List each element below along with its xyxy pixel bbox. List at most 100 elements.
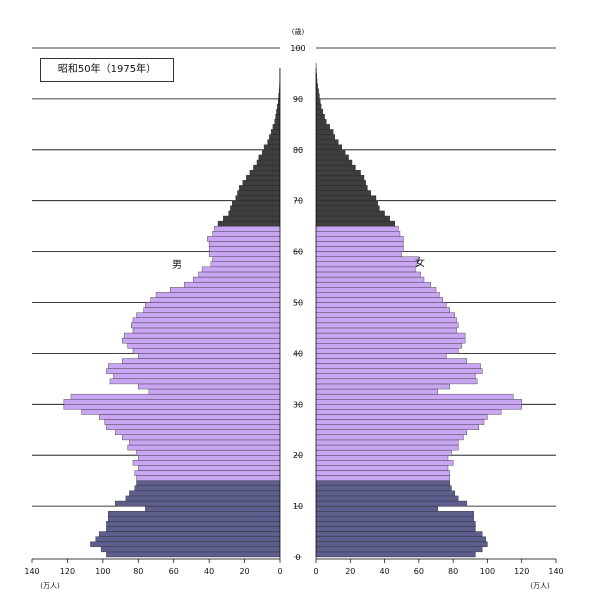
- male-bar-age-34: [110, 379, 280, 384]
- female-bar-age-66: [316, 216, 390, 221]
- female-bar-age-28: [316, 409, 501, 414]
- age-tick-label-40: 40: [293, 349, 303, 358]
- female-bar-age-13: [316, 486, 451, 491]
- female-tick-label-40: 40: [379, 567, 389, 576]
- male-tick-label-100: 100: [95, 567, 110, 576]
- male-bar-age-59: [209, 252, 280, 257]
- female-bar-age-32: [316, 389, 438, 394]
- male-bar-age-65: [218, 221, 280, 226]
- male-bar-age-14: [137, 481, 280, 486]
- male-tick-label-140: 140: [24, 567, 39, 576]
- female-bar-age-5: [316, 526, 475, 531]
- male-bar-age-25: [106, 425, 280, 430]
- male-bar-age-30: [64, 399, 280, 404]
- female-bar-age-51: [316, 292, 439, 297]
- age-tick-label-50: 50: [293, 299, 303, 308]
- male-bar-age-42: [122, 338, 280, 343]
- female-bar-age-78: [316, 155, 349, 160]
- female-bar-age-39: [316, 353, 446, 358]
- female-bar-age-69: [316, 201, 378, 206]
- female-bar-age-76: [316, 165, 355, 170]
- male-bar-age-62: [207, 236, 280, 241]
- female-bar-age-67: [316, 211, 385, 216]
- male-bar-age-81: [268, 140, 280, 145]
- female-bar-age-26: [316, 420, 484, 425]
- male-bar-age-55: [199, 272, 280, 277]
- female-bar-age-22: [316, 440, 458, 445]
- female-bar-age-36: [316, 369, 482, 374]
- male-bar-age-75: [250, 170, 280, 175]
- male-label: 男: [172, 259, 182, 271]
- female-bar-age-12: [316, 491, 455, 496]
- female-bar-age-1: [316, 547, 482, 552]
- male-bar-age-67: [229, 211, 280, 216]
- female-tick-label-120: 120: [514, 567, 529, 576]
- female-bar-age-4: [316, 532, 482, 537]
- female-bar-age-90: [316, 94, 319, 99]
- male-bar-age-5: [106, 526, 280, 531]
- female-bar-age-16: [316, 470, 450, 475]
- male-bar-age-19: [138, 455, 280, 460]
- male-bar-age-76: [253, 165, 280, 170]
- female-bar-age-10: [316, 501, 467, 506]
- male-bar-age-58: [213, 257, 280, 262]
- male-bar-age-61: [209, 241, 280, 246]
- male-bar-age-51: [156, 292, 280, 297]
- female-bar-age-18: [316, 460, 453, 465]
- female-bar-age-45: [316, 323, 458, 328]
- female-bar-age-61: [316, 241, 403, 246]
- female-bar-age-11: [316, 496, 458, 501]
- female-bar-age-70: [316, 196, 376, 201]
- age-gridlines: [32, 48, 556, 506]
- male-tick-label-40: 40: [204, 567, 214, 576]
- female-bar-age-42: [316, 338, 465, 343]
- female-bar-age-50: [316, 297, 443, 302]
- male-bar-age-36: [106, 369, 280, 374]
- female-bar-age-30: [316, 399, 522, 404]
- female-bar-age-68: [316, 206, 379, 211]
- male-bar-age-72: [239, 185, 280, 190]
- female-bar-age-34: [316, 379, 477, 384]
- age-tick-label-100: 100: [290, 44, 305, 53]
- female-bar-age-8: [316, 511, 474, 516]
- male-bar-age-40: [133, 348, 280, 353]
- male-bar-age-39: [138, 353, 280, 358]
- male-bar-age-44: [133, 328, 280, 333]
- male-bar-age-60: [209, 247, 280, 252]
- female-tick-label-20: 20: [345, 567, 355, 576]
- age-tick-label-0: 0: [295, 553, 300, 562]
- male-bar-age-24: [115, 430, 280, 435]
- male-tick-label-80: 80: [133, 567, 143, 576]
- male-bar-age-6: [106, 521, 280, 526]
- male-bar-age-49: [145, 303, 280, 308]
- male-bar-age-80: [264, 145, 280, 150]
- female-bar-age-44: [316, 328, 457, 333]
- male-bar-age-83: [271, 129, 280, 134]
- male-tick-label-0: 0: [277, 567, 282, 576]
- female-bar-age-75: [316, 170, 361, 175]
- age-tick-label-60: 60: [293, 248, 303, 257]
- female-bar-age-15: [316, 476, 450, 481]
- female-tick-label-60: 60: [414, 567, 424, 576]
- male-bar-age-23: [122, 435, 280, 440]
- female-tick-label-100: 100: [480, 567, 495, 576]
- female-bar-age-86: [316, 114, 325, 119]
- male-bar-age-15: [137, 476, 280, 481]
- male-bar-age-63: [213, 231, 280, 236]
- male-bar-age-54: [193, 277, 280, 282]
- male-bar-age-26: [105, 420, 280, 425]
- female-bar-age-77: [316, 160, 352, 165]
- female-bar-age-60: [316, 247, 403, 252]
- male-bar-age-86: [276, 114, 280, 119]
- female-bar-age-59: [316, 252, 402, 257]
- female-bar-age-54: [316, 277, 424, 282]
- female-bar-age-20: [316, 450, 451, 455]
- female-bar-age-52: [316, 287, 436, 292]
- male-bar-age-45: [131, 323, 280, 328]
- male-bar-age-69: [232, 201, 280, 206]
- female-bar-age-47: [316, 313, 455, 318]
- female-bar-age-56: [316, 267, 415, 272]
- male-bar-age-22: [129, 440, 280, 445]
- male-bar-age-48: [144, 308, 280, 313]
